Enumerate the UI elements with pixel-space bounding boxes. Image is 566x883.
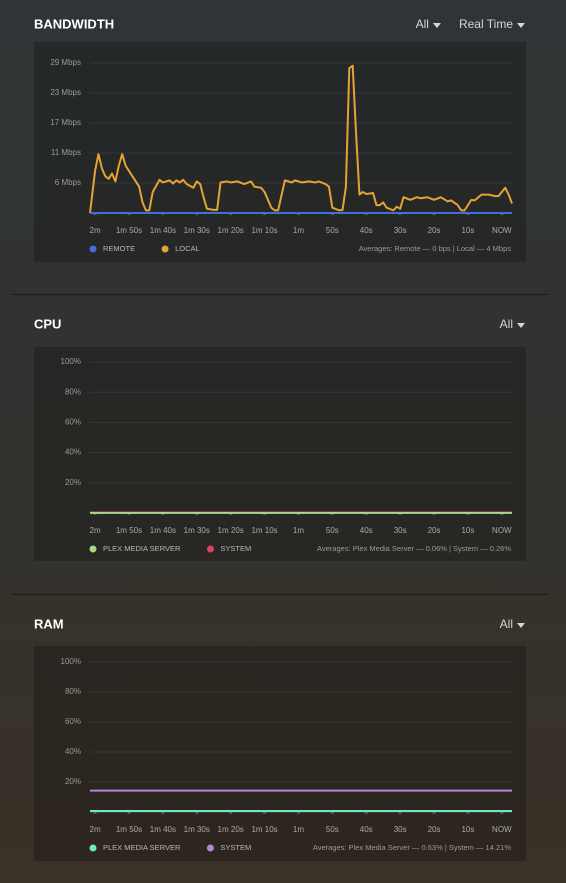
legend-label: SYSTEM bbox=[220, 544, 251, 553]
y-tick-label: 80% bbox=[65, 687, 81, 696]
y-tick-label: 100% bbox=[61, 357, 81, 366]
x-tick-label: 1m 50s bbox=[116, 526, 142, 535]
legend-label: SYSTEM bbox=[220, 843, 251, 852]
chart-panel bbox=[34, 646, 526, 861]
x-tick-mark bbox=[161, 811, 165, 814]
section-title: BANDWIDTH bbox=[34, 16, 114, 31]
y-tick-label: 20% bbox=[65, 777, 81, 786]
x-tick-mark bbox=[93, 811, 97, 814]
x-tick-mark bbox=[500, 811, 504, 814]
x-tick-label: 1m 40s bbox=[150, 526, 176, 535]
dropdown[interactable]: All bbox=[500, 617, 513, 631]
x-tick-label: 1m 10s bbox=[251, 825, 277, 834]
x-tick-mark bbox=[127, 811, 131, 814]
averages: Averages: Plex Media Server — 0.63% | Sy… bbox=[313, 843, 511, 852]
x-tick-label: 1m 30s bbox=[184, 825, 210, 834]
y-tick-label: 100% bbox=[61, 657, 81, 666]
legend-swatch bbox=[206, 545, 214, 553]
y-tick-label: 40% bbox=[65, 747, 81, 756]
y-tick-label: 80% bbox=[65, 387, 81, 396]
x-tick-label: 1m bbox=[293, 226, 304, 235]
section-title: RAM bbox=[34, 616, 64, 631]
legend-label: PLEX MEDIA SERVER bbox=[103, 843, 181, 852]
legend-label: PLEX MEDIA SERVER bbox=[103, 544, 181, 553]
x-tick-label: 1m 20s bbox=[218, 226, 244, 235]
x-tick-label: 40s bbox=[360, 526, 373, 535]
averages: Averages: Plex Media Server — 0.06% | Sy… bbox=[317, 544, 511, 553]
x-tick-label: 10s bbox=[461, 226, 474, 235]
x-tick-label: 1m 50s bbox=[116, 825, 142, 834]
legend-label: REMOTE bbox=[103, 244, 135, 253]
x-tick-mark bbox=[330, 811, 334, 814]
x-tick-label: 20s bbox=[428, 226, 441, 235]
x-tick-label: 50s bbox=[326, 526, 339, 535]
x-tick-label: 30s bbox=[394, 526, 407, 535]
series-line bbox=[89, 64, 513, 214]
dropdown[interactable]: All bbox=[500, 317, 513, 331]
x-tick-label: 30s bbox=[394, 226, 407, 235]
dropdown-arrow bbox=[432, 23, 441, 28]
y-tick-label: 20% bbox=[65, 478, 81, 487]
section-title: CPU bbox=[34, 316, 61, 331]
legend-swatch bbox=[89, 545, 97, 553]
x-tick-label: 1m 40s bbox=[150, 825, 176, 834]
x-tick-label: 2m bbox=[90, 226, 101, 235]
dropdown-arrow bbox=[517, 323, 525, 328]
legend-swatch bbox=[89, 245, 97, 253]
x-tick-label: 2m bbox=[90, 825, 101, 834]
x-tick-label: 1m 50s bbox=[116, 226, 142, 235]
y-tick-label: 60% bbox=[65, 717, 81, 726]
x-tick-label: 1m bbox=[293, 825, 304, 834]
x-tick-mark bbox=[263, 811, 267, 814]
x-tick-mark bbox=[195, 811, 199, 814]
dropdown[interactable]: All bbox=[416, 17, 429, 31]
x-tick-label: 2m bbox=[90, 526, 101, 535]
x-tick-label: 30s bbox=[394, 825, 407, 834]
chart-panel bbox=[34, 42, 526, 262]
x-tick-mark bbox=[398, 811, 402, 814]
legend-swatch bbox=[89, 844, 97, 852]
dropdown-arrow bbox=[517, 623, 525, 628]
x-tick-label: 50s bbox=[326, 226, 339, 235]
x-tick-label: 1m 20s bbox=[218, 526, 244, 535]
x-tick-label: 1m 30s bbox=[184, 526, 210, 535]
x-tick-label: 1m 10s bbox=[251, 226, 277, 235]
x-tick-label: 20s bbox=[428, 526, 441, 535]
x-tick-label: 40s bbox=[360, 825, 373, 834]
x-tick-label: 40s bbox=[360, 226, 373, 235]
y-tick-label: 11 Mbps bbox=[51, 148, 81, 157]
x-tick-mark bbox=[229, 811, 233, 814]
x-tick-label: 50s bbox=[326, 825, 339, 834]
legend-swatch bbox=[161, 245, 169, 253]
x-tick-label: 10s bbox=[461, 526, 474, 535]
x-tick-label: 1m 20s bbox=[218, 825, 244, 834]
x-tick-label: 10s bbox=[461, 825, 474, 834]
x-tick-mark bbox=[364, 811, 368, 814]
x-tick-label: 1m 40s bbox=[150, 226, 176, 235]
averages: Averages: Remote — 0 bps | Local — 4 Mbp… bbox=[359, 244, 512, 253]
legend-label: LOCAL bbox=[175, 244, 200, 253]
x-tick-label: 20s bbox=[428, 825, 441, 834]
dropdown-arrow bbox=[517, 23, 525, 28]
chart-panel bbox=[34, 347, 526, 561]
x-tick-label: 1m 30s bbox=[184, 226, 210, 235]
x-tick-label: 1m 10s bbox=[251, 526, 277, 535]
x-tick-mark bbox=[432, 811, 436, 814]
y-tick-label: 29 Mbps bbox=[50, 58, 81, 67]
legend-swatch bbox=[206, 844, 214, 852]
dropdown[interactable]: Real Time bbox=[459, 17, 513, 31]
x-tick-label: NOW bbox=[492, 526, 512, 535]
x-tick-mark bbox=[296, 811, 300, 814]
x-tick-label: NOW bbox=[492, 226, 512, 235]
x-tick-label: NOW bbox=[492, 825, 512, 834]
y-tick-label: 60% bbox=[65, 418, 81, 427]
y-tick-label: 40% bbox=[65, 448, 81, 457]
x-tick-mark bbox=[466, 811, 470, 814]
y-tick-label: 6 Mbps bbox=[55, 178, 81, 187]
y-tick-label: 23 Mbps bbox=[50, 88, 81, 97]
x-tick-label: 1m bbox=[293, 526, 304, 535]
y-tick-label: 17 Mbps bbox=[50, 118, 81, 127]
